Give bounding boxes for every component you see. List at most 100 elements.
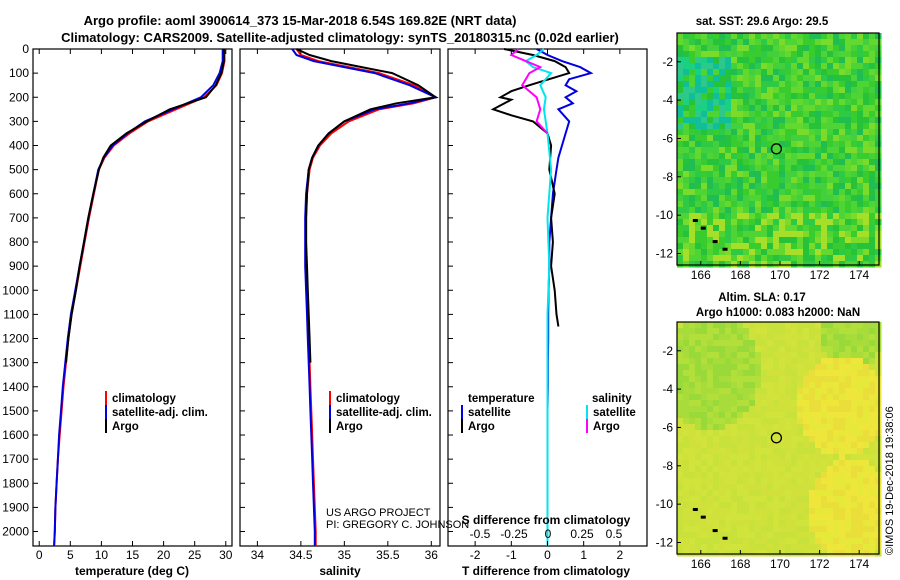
map-cell	[689, 243, 696, 250]
map-cell	[695, 484, 702, 491]
map-cell	[683, 195, 690, 202]
map-cell	[815, 147, 822, 154]
map-cell	[827, 99, 834, 106]
map-cell	[821, 412, 828, 419]
map-cell	[803, 394, 810, 401]
map-cell	[731, 418, 738, 425]
map-cell	[755, 207, 762, 214]
map-cell	[743, 177, 750, 184]
map-cell	[785, 69, 792, 76]
map-cell	[857, 334, 864, 341]
map-cell	[707, 478, 714, 485]
map-y-tick-label: -12	[656, 535, 674, 549]
map-cell	[857, 165, 864, 172]
map-cell	[737, 255, 744, 262]
map-cell	[821, 159, 828, 166]
map-cell	[725, 153, 732, 160]
map-cell	[743, 51, 750, 58]
map-cell	[863, 39, 870, 46]
map-cell	[713, 141, 720, 148]
map-cell	[869, 550, 876, 557]
map-cell	[743, 153, 750, 160]
map-cell	[851, 484, 858, 491]
map-cell	[791, 442, 798, 449]
map-x-tick-label: 166	[691, 557, 711, 571]
map-cell	[767, 352, 774, 359]
map-cell	[791, 484, 798, 491]
map-cell	[809, 388, 816, 395]
map-cell	[779, 99, 786, 106]
map-cell	[743, 460, 750, 467]
map-cell	[737, 358, 744, 365]
map-cell	[875, 135, 882, 142]
map-cell	[773, 99, 780, 106]
map-cell	[701, 466, 708, 473]
map-cell	[719, 544, 726, 551]
map-cell	[761, 195, 768, 202]
map-cell	[779, 165, 786, 172]
map-cell	[821, 153, 828, 160]
map-cell	[809, 201, 816, 208]
map-cell	[839, 261, 846, 268]
map-cell	[851, 207, 858, 214]
map-cell	[749, 231, 756, 238]
map-cell	[779, 334, 786, 341]
map-cell	[719, 117, 726, 124]
map-cell	[701, 183, 708, 190]
map-cell	[737, 45, 744, 52]
map-cell	[683, 454, 690, 461]
map-cell	[707, 33, 714, 40]
map-cell	[773, 346, 780, 353]
map-cell	[821, 99, 828, 106]
map-cell	[743, 249, 750, 256]
map-cell	[749, 225, 756, 232]
map-cell	[797, 526, 804, 533]
map-cell	[845, 454, 852, 461]
map-cell	[875, 117, 882, 124]
map-cell	[707, 243, 714, 250]
map-cell	[749, 147, 756, 154]
map-cell	[689, 201, 696, 208]
map-cell	[869, 51, 876, 58]
map-cell	[677, 526, 684, 533]
map-cell	[677, 183, 684, 190]
map-cell	[689, 219, 696, 226]
map-cell	[731, 436, 738, 443]
map-cell	[803, 105, 810, 112]
map-cell	[755, 219, 762, 226]
map-cell	[851, 376, 858, 383]
map-cell	[707, 189, 714, 196]
map-cell	[779, 526, 786, 533]
map-cell	[815, 496, 822, 503]
map-cell	[863, 364, 870, 371]
map-cell	[797, 520, 804, 527]
map-cell	[815, 370, 822, 377]
map-cell	[863, 478, 870, 485]
map-cell	[707, 171, 714, 178]
map-cell	[767, 532, 774, 539]
map-cell	[677, 111, 684, 118]
map-cell	[707, 436, 714, 443]
map-cell	[683, 472, 690, 479]
map-cell	[695, 478, 702, 485]
map-cell	[677, 45, 684, 52]
map-cell	[737, 538, 744, 545]
map-cell	[827, 424, 834, 431]
map-cell	[827, 550, 834, 557]
map-cell	[839, 159, 846, 166]
map-cell	[767, 123, 774, 130]
map-cell	[821, 249, 828, 256]
map-cell	[851, 243, 858, 250]
map-cell	[851, 165, 858, 172]
map-cell	[677, 57, 684, 64]
map-cell	[761, 412, 768, 419]
map-cell	[713, 538, 720, 545]
map-cell	[791, 57, 798, 64]
map-cell	[839, 400, 846, 407]
map-cell	[869, 394, 876, 401]
map-cell	[683, 219, 690, 226]
map-cell	[677, 418, 684, 425]
map-cell	[839, 436, 846, 443]
map-cell	[683, 237, 690, 244]
map-cell	[851, 460, 858, 467]
